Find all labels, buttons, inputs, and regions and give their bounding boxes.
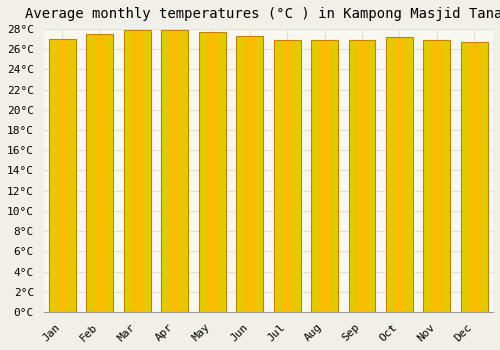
Bar [386,37,413,312]
Bar [49,39,76,312]
Bar [311,40,338,312]
Bar [86,34,114,312]
Bar [348,40,376,312]
Title: Average monthly temperatures (°C ) in Kampong Masjid Tanah: Average monthly temperatures (°C ) in Ka… [26,7,500,21]
Bar [424,40,450,312]
Bar [274,40,300,312]
Bar [461,42,488,312]
Bar [198,32,226,312]
Bar [236,36,263,312]
Bar [162,30,188,312]
Bar [124,30,151,312]
